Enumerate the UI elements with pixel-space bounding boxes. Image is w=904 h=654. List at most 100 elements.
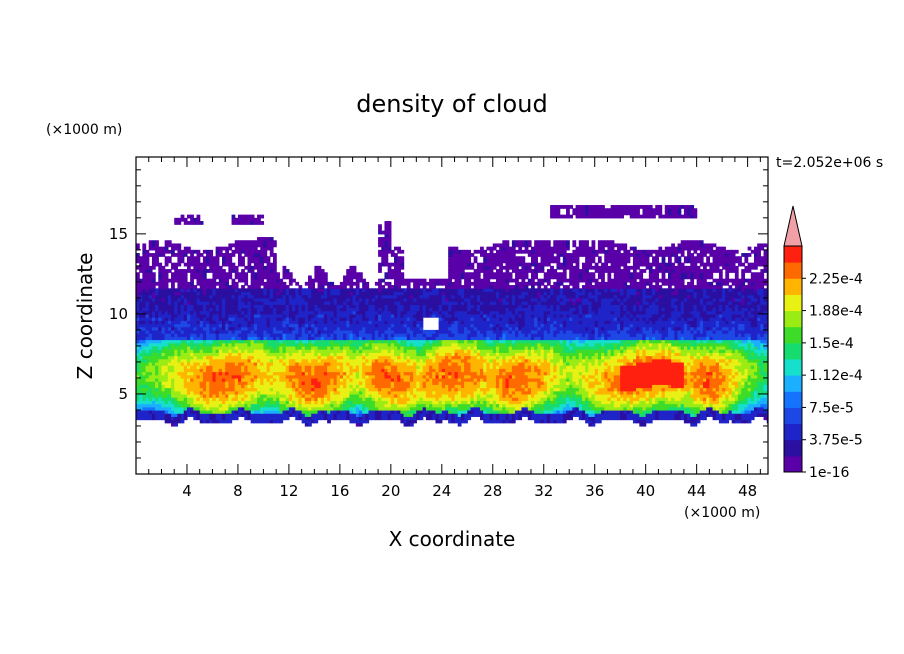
field-cell — [288, 368, 293, 373]
field-cell — [148, 269, 153, 273]
field-cell — [298, 288, 303, 293]
field-cell — [387, 249, 392, 254]
field-cell — [374, 413, 379, 417]
field-cell — [378, 310, 382, 315]
field-cell — [260, 240, 265, 245]
field-cell — [231, 291, 236, 296]
field-cell — [419, 313, 424, 318]
field-cell — [177, 384, 182, 389]
field-cell — [136, 368, 140, 373]
field-cell — [269, 342, 274, 347]
field-cell — [167, 352, 172, 357]
field-cell — [381, 333, 386, 337]
field-cell — [365, 406, 370, 411]
field-cell — [323, 272, 328, 277]
field-cell — [180, 326, 185, 331]
field-cell — [339, 336, 344, 341]
field-cell — [158, 310, 163, 315]
field-cell — [260, 265, 265, 270]
field-cell — [438, 390, 443, 395]
field-cell — [441, 336, 446, 341]
field-cell — [419, 336, 424, 341]
field-cell — [397, 249, 401, 254]
field-cell — [403, 336, 408, 341]
field-cell — [403, 390, 408, 395]
field-cell — [403, 381, 408, 385]
field-cell — [397, 333, 401, 337]
field-cell — [378, 307, 382, 312]
field-cell — [279, 285, 284, 289]
field-cell — [228, 275, 233, 280]
field-cell — [330, 329, 335, 334]
field-cell — [167, 377, 172, 382]
field-cell — [317, 278, 322, 283]
field-cell — [336, 310, 341, 315]
field-cell — [451, 365, 456, 369]
field-cell — [202, 326, 207, 331]
field-cell — [288, 307, 293, 312]
field-cell — [323, 307, 328, 312]
field-cell — [432, 355, 437, 360]
field-cell — [451, 317, 456, 321]
field-cell — [448, 342, 452, 347]
field-cell — [330, 416, 335, 421]
field-cell — [448, 301, 452, 305]
field-cell — [145, 387, 150, 392]
field-cell — [378, 323, 382, 328]
field-cell — [317, 416, 322, 421]
field-cell — [228, 371, 233, 376]
field-cell — [222, 345, 226, 350]
field-cell — [295, 345, 300, 350]
field-cell — [454, 358, 459, 363]
field-cell — [381, 323, 386, 328]
field-cell — [311, 413, 315, 417]
field-cell — [409, 352, 414, 357]
field-cell — [174, 320, 179, 325]
field-cell — [212, 288, 217, 293]
field-cell — [390, 352, 395, 357]
field-cell — [368, 365, 373, 369]
field-cell — [429, 361, 433, 366]
field-cell — [343, 409, 347, 414]
field-cell — [196, 413, 201, 417]
field-cell — [202, 358, 207, 363]
field-cell — [381, 329, 386, 334]
field-cell — [269, 355, 274, 360]
field-cell — [190, 413, 194, 417]
field-cell — [247, 329, 252, 334]
field-cell — [311, 326, 315, 331]
field-cell — [193, 342, 198, 347]
field-cell — [222, 259, 226, 264]
field-cell — [416, 413, 421, 417]
field-cell — [250, 307, 255, 312]
field-cell — [260, 387, 265, 392]
field-cell — [250, 377, 255, 382]
field-cell — [155, 403, 159, 408]
field-cell — [304, 304, 309, 309]
field-cell — [199, 307, 204, 312]
field-cell — [164, 326, 169, 331]
field-cell — [212, 406, 217, 411]
field-cell — [266, 288, 271, 293]
field-cell — [228, 387, 233, 392]
field-cell — [136, 365, 140, 369]
field-cell — [397, 320, 401, 325]
field-cell — [177, 288, 182, 293]
field-cell — [292, 345, 296, 350]
field-cell — [397, 288, 401, 293]
field-cell — [298, 323, 303, 328]
field-cell — [190, 313, 194, 318]
field-cell — [448, 403, 452, 408]
field-cell — [215, 329, 220, 334]
field-cell — [269, 349, 274, 353]
field-cell — [311, 355, 315, 360]
field-cell — [247, 265, 252, 270]
field-cell — [365, 397, 370, 401]
field-cell — [394, 384, 398, 389]
field-cell — [438, 326, 443, 331]
field-cell — [413, 345, 417, 350]
field-cell — [432, 352, 437, 357]
field-cell — [406, 297, 411, 302]
field-cell — [190, 281, 194, 286]
field-cell — [397, 381, 401, 385]
